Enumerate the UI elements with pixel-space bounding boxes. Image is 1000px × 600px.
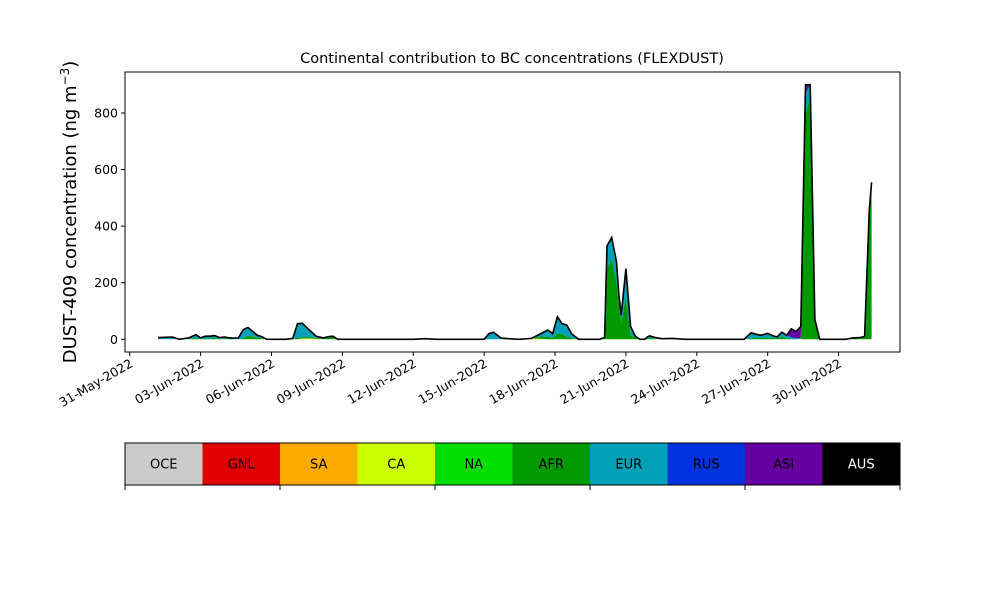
x-tick-label: 24-Jun-2022 <box>628 356 702 407</box>
x-tick-label: 15-Jun-2022 <box>415 356 489 407</box>
legend-label-ca: CA <box>387 458 405 473</box>
legend-label-aus: AUS <box>848 458 875 473</box>
legend-swatch-rus <box>667 443 745 485</box>
legend-colorbar: OCE GNL SA CA NA AFR EUR RUS ASI AUS <box>124 442 901 490</box>
plot-frame <box>124 71 901 353</box>
legend-label-na: NA <box>464 458 483 473</box>
x-tick-label: 18-Jun-2022 <box>486 356 560 407</box>
legend-swatch-ca <box>357 443 435 485</box>
y-tick-label: 400 <box>94 219 118 234</box>
x-tick-label: 09-Jun-2022 <box>274 356 348 407</box>
y-axis-label-sup: −3 <box>58 68 72 86</box>
y-axis-label-main: DUST-409 concentration (ng m <box>60 85 81 363</box>
legend-swatch-gnl <box>202 443 280 485</box>
y-tick-label: 0 <box>110 332 118 347</box>
legend-label-afr: AFR <box>539 458 564 473</box>
legend-label-rus: RUS <box>693 458 720 473</box>
y-axis-label: DUST-409 concentration (ng m−3) <box>58 61 81 364</box>
legend-swatch-afr <box>512 443 590 485</box>
area-series-ca <box>158 338 872 340</box>
legend-swatch-asi <box>745 443 823 485</box>
x-tick-label: 21-Jun-2022 <box>557 356 631 407</box>
y-tick-label: 800 <box>94 106 118 121</box>
stacked-areas <box>158 83 873 341</box>
y-tick-label: 200 <box>94 275 118 290</box>
legend-label-oce: OCE <box>150 458 178 473</box>
legend-label-asi: ASI <box>773 458 794 473</box>
y-axis: 0 200 400 600 800 <box>94 106 125 347</box>
legend-label-sa: SA <box>310 458 327 473</box>
x-tick-label: 27-Jun-2022 <box>699 356 773 407</box>
legend-label-eur: EUR <box>615 458 642 473</box>
y-axis-label-end: ) <box>60 61 81 68</box>
y-tick-label: 600 <box>94 162 118 177</box>
x-tick-label: 30-Jun-2022 <box>770 356 844 407</box>
legend-swatch-sa <box>280 443 358 485</box>
legend-swatch-eur <box>590 443 668 485</box>
chart-title: Continental contribution to BC concentra… <box>300 51 724 67</box>
legend-swatch-aus <box>822 443 900 485</box>
x-tick-label: 12-Jun-2022 <box>345 356 419 407</box>
total-line <box>158 83 873 341</box>
legend-label-gnl: GNL <box>228 458 256 473</box>
x-tick-label: 06-Jun-2022 <box>203 356 277 407</box>
legend-swatch-na <box>435 443 513 485</box>
legend-frame <box>124 442 901 486</box>
x-axis: 31-May-202203-Jun-202206-Jun-202209-Jun-… <box>56 352 844 410</box>
x-tick-label: 03-Jun-2022 <box>132 356 206 407</box>
legend-swatch-oce <box>125 443 203 485</box>
